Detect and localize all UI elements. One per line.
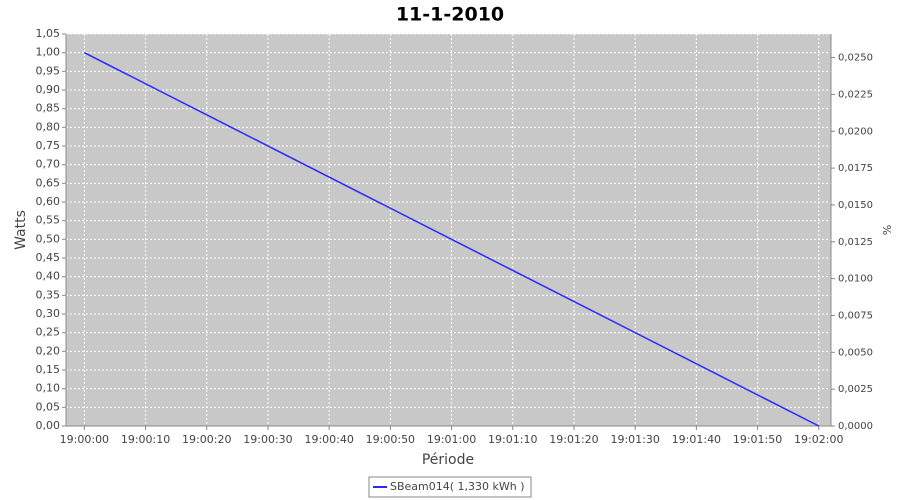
y-tick-label: 0,50 [36,232,61,245]
y-axis-label: Watts [13,210,29,250]
y2-tick-label: 0,0025 [838,384,873,395]
x-tick-label: 19:01:00 [427,433,476,446]
x-tick-label: 19:00:30 [243,433,292,446]
y-tick-label: 0,45 [36,251,61,264]
y2-tick-label: 0,0175 [838,163,873,174]
y2-tick-label: 0,0200 [838,126,873,137]
y-tick-label: 1,00 [36,46,61,59]
x-tick-label: 19:01:50 [733,433,782,446]
y-tick-label: 0,35 [36,288,61,301]
y-tick-label: 0,25 [36,326,61,339]
y2-tick-label: 0,0000 [838,421,873,432]
y-tick-label: 0,75 [36,139,61,152]
x-tick-label: 19:01:20 [549,433,598,446]
x-tick-label: 19:01:40 [672,433,721,446]
y-tick-label: 0,55 [36,214,61,227]
x-tick-label: 19:00:40 [304,433,353,446]
x-tick-label: 19:01:30 [610,433,659,446]
legend-box [368,476,532,498]
y-tick-label: 0,20 [36,344,61,357]
y-tick-label: 0,90 [36,83,61,96]
y-tick-label: 0,10 [36,382,61,395]
y-tick-label: 0,05 [36,400,61,413]
y2-tick-label: 0,0100 [838,274,873,285]
y2-tick-label: 0,0075 [838,310,873,321]
y2-tick-label: 0,0150 [838,200,873,211]
y-tick-label: 0,95 [36,64,61,77]
y-tick-label: 0,80 [36,120,61,133]
x-tick-label: 19:00:20 [182,433,231,446]
y-tick-label: 0,00 [36,419,61,432]
x-tick-label: 19:01:10 [488,433,537,446]
chart-title: 11-1-2010 [396,4,504,26]
y2-tick-label: 0,0250 [838,53,873,64]
x-tick-label: 19:00:00 [60,433,109,446]
y2-tick-label: 0,0125 [838,237,873,248]
x-tick-label: 19:00:50 [366,433,415,446]
legend-label: SBeam014( 1,330 kWh ) [390,480,525,493]
y-tick-label: 0,60 [36,195,61,208]
y-tick-label: 0,40 [36,270,61,283]
y-tick-label: 0,65 [36,176,61,189]
plot-area [66,34,831,426]
y2-tick-label: 0,0050 [838,347,873,358]
y-tick-label: 0,85 [36,102,61,115]
x-axis-label: Période [422,452,474,468]
x-tick-label: 19:00:10 [121,433,170,446]
series-line [84,51,820,427]
y2-tick-label: 0,0225 [838,89,873,100]
y-tick-label: 0,30 [36,307,61,320]
y-tick-label: 1,05 [36,27,61,40]
y-tick-label: 0,70 [36,158,61,171]
x-tick-label: 19:02:00 [794,433,843,446]
y2-axis-label: % [880,225,893,235]
y-tick-label: 0,15 [36,363,61,376]
